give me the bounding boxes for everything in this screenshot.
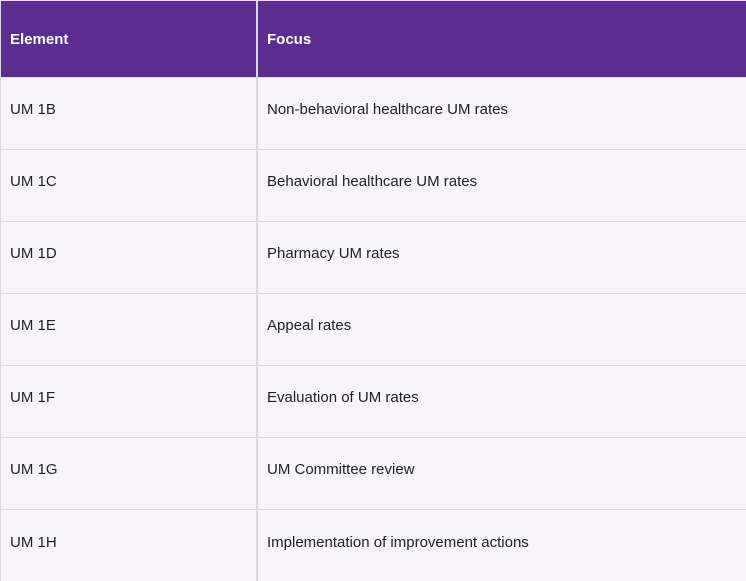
table-row: UM 1E Appeal rates [1,294,746,366]
element-cell: UM 1B [1,78,258,149]
focus-value: Appeal rates [267,317,352,334]
element-value: UM 1C [10,173,57,190]
table-row: UM 1F Evaluation of UM rates [1,366,746,438]
element-value: UM 1F [10,389,55,406]
table-row: UM 1H Implementation of improvement acti… [1,510,746,581]
focus-cell: Appeal rates [258,294,746,365]
element-cell: UM 1F [1,366,258,437]
column-header-element: Element [1,1,258,77]
focus-value: Evaluation of UM rates [267,389,419,406]
element-value: UM 1H [10,533,57,551]
column-header-focus: Focus [258,1,746,77]
table-row: UM 1C Behavioral healthcare UM rates [1,150,746,222]
focus-cell: Behavioral healthcare UM rates [258,150,746,221]
element-cell: UM 1C [1,150,258,221]
focus-value: Implementation of improvement actions [267,533,529,551]
table-row: UM 1B Non-behavioral healthcare UM rates [1,78,746,150]
focus-value: Non-behavioral healthcare UM rates [267,101,508,118]
focus-value: Behavioral healthcare UM rates [267,173,478,190]
focus-cell: Evaluation of UM rates [258,366,746,437]
element-cell: UM 1D [1,222,258,293]
table-row: UM 1G UM Committee review [1,438,746,510]
element-cell: UM 1H [1,510,258,581]
focus-value: UM Committee review [267,461,415,478]
focus-cell: Non-behavioral healthcare UM rates [258,78,746,149]
focus-cell: UM Committee review [258,438,746,509]
focus-value: Pharmacy UM rates [267,245,400,262]
element-cell: UM 1E [1,294,258,365]
element-value: UM 1G [10,461,58,478]
element-value: UM 1B [10,101,56,118]
focus-cell: Pharmacy UM rates [258,222,746,293]
column-header-element-label: Element [10,30,69,48]
element-cell: UM 1G [1,438,258,509]
element-value: UM 1E [10,317,56,334]
focus-cell: Implementation of improvement actions [258,510,746,581]
table-row: UM 1D Pharmacy UM rates [1,222,746,294]
column-header-focus-label: Focus [267,30,312,48]
element-value: UM 1D [10,245,57,262]
table-header-row: Element Focus [1,1,746,78]
